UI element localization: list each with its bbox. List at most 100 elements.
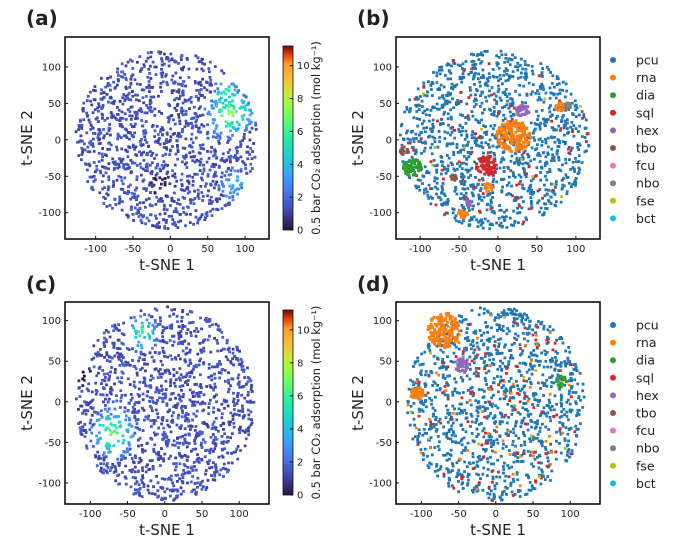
scatter-point (500, 122, 504, 126)
scatter-point (486, 186, 489, 190)
scatter-point (217, 429, 220, 433)
scatter-point (201, 199, 205, 202)
scatter-point (519, 113, 523, 117)
scatter-point (486, 173, 490, 176)
scatter-point (109, 433, 112, 436)
scatter-point (81, 425, 85, 429)
scatter-point (203, 440, 207, 444)
scatter-point (458, 77, 462, 81)
scatter-point (102, 136, 105, 140)
scatter-point (163, 52, 166, 56)
scatter-point (237, 122, 241, 126)
scatter-point (117, 464, 121, 467)
scatter-point (492, 113, 496, 117)
scatter-point (486, 457, 489, 461)
scatter-point (162, 459, 166, 463)
scatter-point (166, 368, 169, 372)
scatter-point (131, 145, 135, 149)
scatter-point (221, 368, 225, 371)
scatter-point (492, 158, 496, 161)
scatter-point (103, 355, 106, 359)
scatter-point (427, 171, 431, 175)
scatter-point (138, 162, 142, 166)
scatter-point (161, 133, 164, 137)
scatter-point (97, 120, 100, 123)
scatter-point (430, 152, 434, 156)
scatter-point (237, 427, 241, 431)
scatter-point (426, 90, 429, 94)
scatter-point (548, 406, 552, 410)
scatter-point (150, 154, 153, 157)
scatter-point (420, 99, 424, 103)
scatter-point (492, 160, 496, 164)
scatter-point (448, 478, 451, 482)
scatter-point (508, 76, 511, 80)
scatter-point (220, 157, 224, 160)
scatter-point (491, 180, 495, 184)
scatter-point (148, 336, 152, 340)
scatter-point (447, 156, 451, 160)
scatter-point (246, 380, 250, 384)
scatter-point (193, 172, 197, 176)
scatter-point (129, 197, 133, 201)
scatter-point (573, 180, 576, 184)
scatter-point (501, 420, 504, 424)
scatter-point (133, 78, 137, 81)
scatter-point (451, 142, 455, 145)
scatter-point (94, 381, 97, 385)
scatter-point (177, 413, 180, 417)
scatter-point (177, 62, 180, 65)
scatter-point (444, 404, 448, 408)
scatter-point (83, 148, 87, 152)
scatter-point (136, 418, 140, 421)
scatter-point (117, 473, 121, 477)
scatter-point (254, 123, 257, 127)
scatter-point (127, 441, 131, 444)
scatter-point (451, 484, 454, 488)
scatter-point (479, 94, 482, 98)
scatter-point (213, 464, 217, 468)
scatter-point (208, 334, 211, 338)
scatter-point (99, 92, 103, 95)
scatter-point (549, 104, 552, 107)
scatter-point (192, 461, 196, 464)
scatter-point (502, 113, 505, 117)
scatter-point (458, 130, 461, 133)
scatter-point (126, 150, 129, 154)
scatter-point (151, 60, 155, 64)
scatter-point (518, 135, 521, 139)
scatter-point (491, 171, 494, 175)
scatter-point (136, 330, 140, 334)
scatter-point (247, 400, 250, 404)
scatter-point (201, 113, 205, 117)
scatter-point (492, 92, 496, 96)
scatter-point (137, 469, 140, 473)
scatter-point (541, 84, 544, 88)
scatter-point (115, 426, 118, 430)
scatter-point (575, 106, 579, 110)
scatter-point (565, 415, 569, 418)
scatter-point (150, 425, 153, 428)
scatter-point (196, 194, 200, 198)
scatter-point (523, 141, 526, 144)
scatter-point (421, 111, 425, 115)
scatter-point (101, 103, 105, 107)
scatter-point (175, 210, 179, 214)
scatter-point (129, 398, 133, 402)
scatter-point (203, 62, 206, 66)
scatter-point (180, 316, 184, 319)
scatter-point (163, 226, 167, 230)
scatter-point (537, 199, 541, 203)
scatter-point (147, 468, 151, 471)
scatter-point (183, 419, 187, 423)
scatter-point (249, 379, 253, 383)
scatter-point (518, 109, 522, 113)
scatter-point (104, 444, 108, 448)
scatter-point (471, 67, 475, 70)
scatter-point (496, 62, 500, 65)
scatter-point (220, 114, 224, 117)
scatter-point (153, 326, 156, 329)
scatter-point (167, 457, 171, 460)
scatter-point (214, 385, 217, 389)
scatter-point (196, 172, 199, 176)
